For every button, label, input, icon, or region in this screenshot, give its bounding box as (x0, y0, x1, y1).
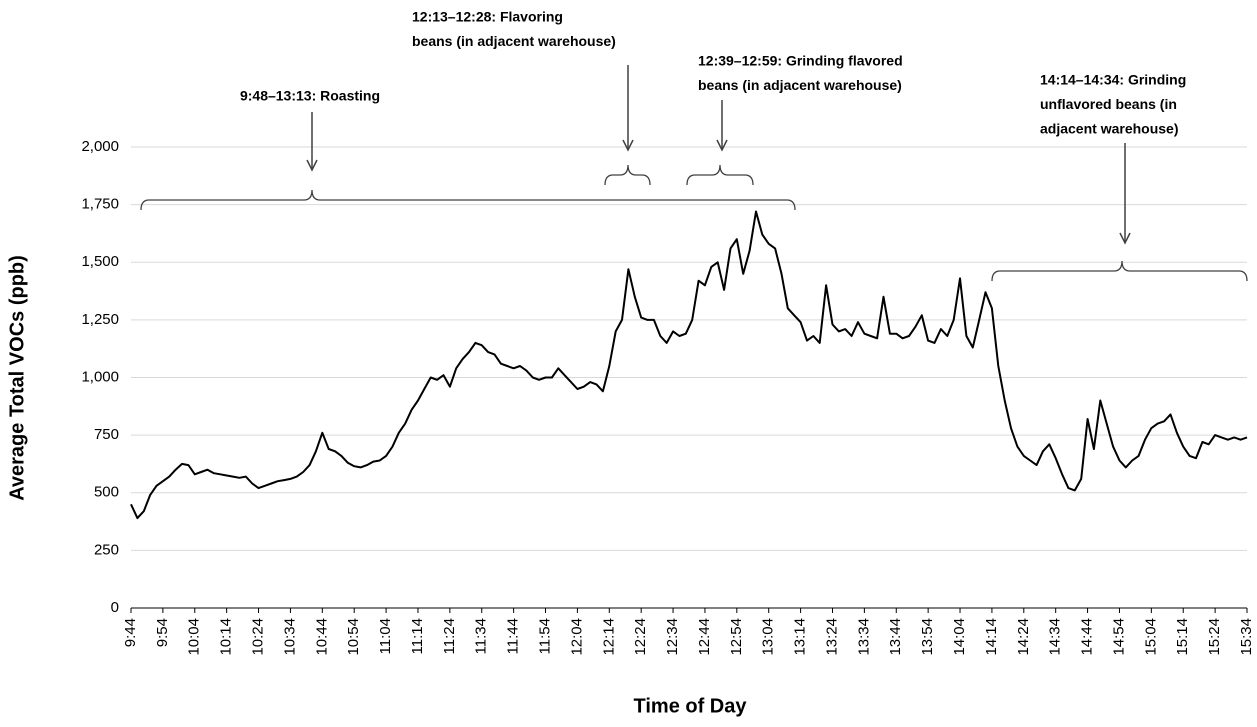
x-tick-label: 12:24 (632, 618, 649, 656)
x-tick-label: 13:04 (760, 618, 777, 656)
annotation-text: 9:48–13:13: Roasting (240, 88, 380, 104)
x-tick-label: 9:54 (154, 618, 171, 647)
y-tick-label: 1,250 (81, 311, 119, 328)
x-tick-label: 10:54 (345, 618, 362, 656)
x-tick-label: 10:04 (186, 618, 203, 656)
annotation-text: beans (in adjacent warehouse) (412, 33, 616, 49)
x-tick-label: 10:24 (250, 618, 267, 656)
x-tick-label: 10:14 (218, 618, 235, 656)
y-axis-title: Average Total VOCs (ppb) (6, 255, 28, 501)
x-tick-label: 14:14 (983, 618, 1000, 656)
x-tick-label: 15:34 (1238, 618, 1255, 656)
arrow-head (1119, 232, 1131, 245)
x-tick-label: 13:54 (919, 618, 936, 656)
x-tick-label: 9:44 (122, 618, 139, 647)
x-tick-label: 15:24 (1206, 618, 1223, 656)
x-tick-label: 12:14 (600, 618, 617, 656)
x-tick-label: 15:14 (1174, 618, 1191, 656)
x-tick-label: 11:54 (536, 618, 553, 654)
arrow-head (306, 159, 318, 172)
annotation-brace (686, 164, 754, 186)
annotation-text: 12:13–12:28: Flavoring (412, 9, 563, 25)
x-tick-label: 14:24 (1015, 618, 1032, 656)
annotation-brace (604, 164, 651, 186)
annotation-text: adjacent warehouse) (1040, 121, 1179, 137)
data-line (130, 210, 1248, 520)
x-tick-label: 15:04 (1142, 618, 1159, 656)
arrow-head (622, 139, 634, 152)
x-tick-label: 11:14 (409, 618, 426, 654)
x-tick-label: 10:34 (281, 618, 298, 656)
x-tick-label: 13:24 (823, 618, 840, 656)
y-tick-label: 500 (94, 484, 119, 501)
annotation-text: beans (in adjacent warehouse) (698, 77, 902, 93)
x-tick-label: 13:44 (887, 618, 904, 656)
y-tick-label: 250 (94, 541, 119, 558)
x-tick-label: 14:44 (1079, 618, 1096, 656)
y-tick-label: 1,500 (81, 253, 119, 270)
arrow-head (716, 139, 728, 152)
annotation-text: unflavored beans (in (1040, 96, 1177, 112)
annotation-text: 12:39–12:59: Grinding flavored (698, 53, 903, 69)
x-tick-label: 12:34 (664, 618, 681, 656)
x-tick-label: 13:14 (792, 618, 809, 656)
x-tick-label: 11:34 (473, 618, 490, 654)
y-tick-label: 750 (94, 426, 119, 443)
annotation-brace (140, 189, 796, 211)
y-tick-label: 1,750 (81, 196, 119, 213)
x-tick-label: 14:54 (1110, 618, 1127, 656)
x-tick-label: 12:44 (696, 618, 713, 656)
x-tick-label: 11:44 (505, 618, 522, 654)
y-tick-label: 2,000 (81, 138, 119, 155)
x-tick-label: 14:34 (1047, 618, 1064, 656)
x-axis-title: Time of Day (634, 695, 748, 717)
y-tick-label: 1,000 (81, 368, 119, 385)
x-tick-label: 14:04 (951, 618, 968, 656)
annotation-text: 14:14–14:34: Grinding (1040, 72, 1186, 88)
annotation-brace (991, 260, 1248, 282)
x-tick-label: 10:44 (313, 618, 330, 656)
x-tick-label: 13:34 (855, 618, 872, 656)
x-tick-label: 12:04 (568, 618, 585, 656)
x-tick-label: 11:04 (377, 618, 394, 654)
x-tick-label: 11:24 (441, 618, 458, 654)
x-tick-label: 12:54 (728, 618, 745, 656)
y-tick-label: 0 (111, 599, 119, 616)
